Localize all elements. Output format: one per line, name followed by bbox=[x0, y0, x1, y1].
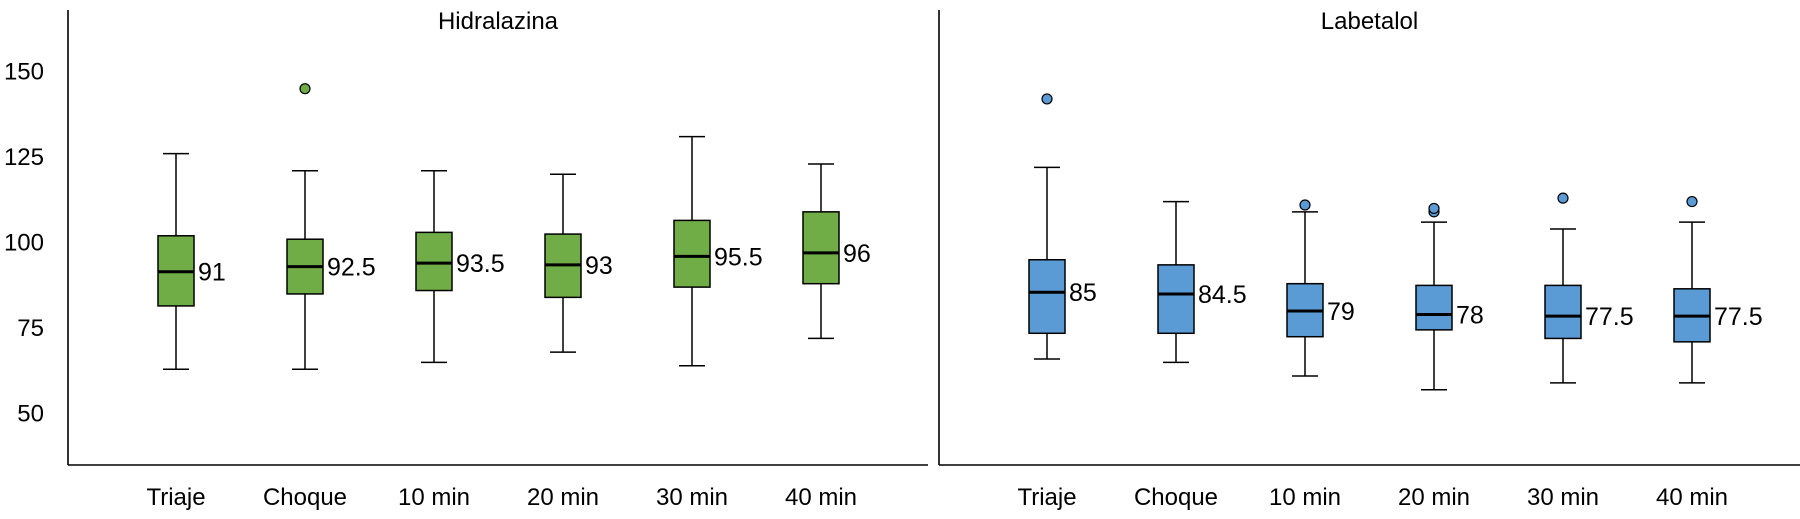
x-tick-label: 20 min bbox=[1398, 484, 1470, 511]
y-tick-label: 75 bbox=[17, 315, 44, 342]
x-tick-label: 20 min bbox=[527, 484, 599, 511]
iqr-box bbox=[1415, 284, 1453, 331]
panel-hidralazina: Hidralazina 91 Triaje 92.5 Choque 93.5 10 min 9… bbox=[67, 8, 928, 511]
y-tick-label: 50 bbox=[17, 401, 44, 428]
median-label: 78 bbox=[1456, 301, 1484, 329]
median-label: 93 bbox=[585, 252, 613, 280]
outlier-point bbox=[1557, 192, 1569, 204]
y-tick-label: 100 bbox=[4, 230, 44, 257]
box-group: 93.5 bbox=[415, 170, 505, 364]
median-label: 96 bbox=[843, 240, 871, 268]
median-label: 84.5 bbox=[1198, 281, 1247, 309]
box-group: 95.5 bbox=[673, 135, 763, 367]
outlier-point bbox=[1686, 195, 1698, 208]
x-tick-label: 30 min bbox=[1527, 484, 1599, 511]
panel-title: Hidralazina bbox=[438, 8, 559, 35]
x-tick-label: Triaje bbox=[1017, 484, 1076, 511]
x-tick-label: Choque bbox=[1134, 484, 1218, 511]
box-group: 91 bbox=[157, 152, 226, 370]
median-label: 95.5 bbox=[714, 243, 763, 271]
y-tick-label: 150 bbox=[4, 59, 44, 86]
iqr-box bbox=[1544, 284, 1582, 340]
median-label: 79 bbox=[1327, 298, 1355, 326]
box-group: 92.5 bbox=[286, 83, 376, 370]
iqr-box bbox=[1157, 264, 1195, 335]
outlier-point bbox=[1428, 202, 1440, 215]
box-group: 77.5 bbox=[1544, 192, 1634, 384]
y-axis: 50 75 100 125 150 bbox=[4, 59, 44, 428]
outlier-point bbox=[1041, 93, 1053, 105]
x-tick-label: 10 min bbox=[398, 484, 470, 511]
outlier-point bbox=[1299, 199, 1311, 211]
box-group: 78 bbox=[1415, 202, 1484, 391]
x-tick-label: 40 min bbox=[785, 484, 857, 511]
panel-labetalol: Labetalol 85 Triaje 84.5 Choque 79 10 min 78 20 … bbox=[938, 8, 1800, 511]
x-tick-label: Triaje bbox=[146, 484, 205, 511]
outlier-point bbox=[299, 83, 311, 95]
y-tick-label: 125 bbox=[4, 144, 44, 171]
panel-title: Labetalol bbox=[1321, 8, 1418, 35]
x-tick-label: 30 min bbox=[656, 484, 728, 511]
box-group: 84.5 bbox=[1157, 200, 1247, 364]
box-group: 79 bbox=[1286, 199, 1355, 377]
box-group: 93 bbox=[544, 173, 613, 353]
median-label: 85 bbox=[1069, 279, 1097, 307]
x-tick-label: 10 min bbox=[1269, 484, 1341, 511]
median-label: 77.5 bbox=[1585, 303, 1634, 331]
median-label: 91 bbox=[198, 259, 226, 287]
iqr-box bbox=[673, 219, 711, 288]
box-group: 85 bbox=[1028, 93, 1097, 360]
x-tick-label: Choque bbox=[263, 484, 347, 511]
median-label: 92.5 bbox=[327, 254, 376, 282]
median-label: 77.5 bbox=[1714, 303, 1763, 331]
box-group: 77.5 bbox=[1673, 195, 1763, 384]
median-label: 93.5 bbox=[456, 250, 505, 278]
x-tick-label: 40 min bbox=[1656, 484, 1728, 511]
iqr-box bbox=[802, 211, 840, 285]
iqr-box bbox=[1028, 258, 1066, 335]
iqr-box bbox=[415, 231, 453, 292]
box-group: 96 bbox=[802, 163, 871, 340]
